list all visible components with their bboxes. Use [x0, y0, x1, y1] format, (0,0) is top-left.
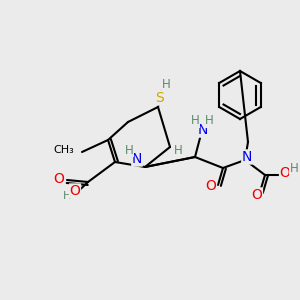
Text: O: O — [70, 184, 80, 198]
Text: H: H — [162, 79, 170, 92]
Text: N: N — [132, 152, 142, 166]
Text: S: S — [154, 91, 164, 105]
Text: O: O — [280, 166, 290, 180]
Text: O: O — [206, 179, 216, 193]
Text: H: H — [63, 191, 71, 201]
Text: O: O — [252, 188, 262, 202]
Text: H: H — [124, 143, 134, 157]
Text: H: H — [174, 145, 182, 158]
Text: N: N — [198, 123, 208, 137]
Text: H: H — [205, 115, 213, 128]
Text: H: H — [290, 163, 298, 176]
Text: O: O — [54, 172, 64, 186]
Text: CH₃: CH₃ — [53, 145, 74, 155]
Text: H: H — [190, 115, 200, 128]
Text: N: N — [242, 150, 252, 164]
